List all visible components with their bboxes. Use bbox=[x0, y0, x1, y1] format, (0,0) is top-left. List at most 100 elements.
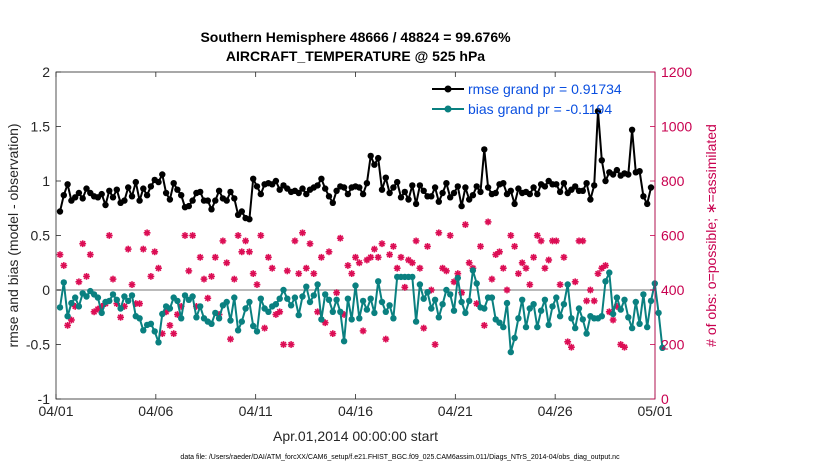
obs-point bbox=[515, 270, 522, 278]
bias-point bbox=[340, 338, 348, 345]
bias-point bbox=[106, 297, 113, 305]
obs-point bbox=[473, 300, 481, 308]
y-tick-label-right: 1200 bbox=[661, 64, 692, 80]
rmse-point bbox=[511, 200, 518, 208]
rmse-point bbox=[147, 183, 155, 190]
y-tick-label-right: 0 bbox=[661, 391, 669, 407]
rmse-point bbox=[409, 182, 416, 189]
bias-point bbox=[454, 274, 461, 282]
bias-point bbox=[412, 318, 420, 325]
bias-point bbox=[265, 308, 272, 315]
bias-point bbox=[606, 269, 613, 276]
rmse-point bbox=[640, 193, 647, 200]
bias-point bbox=[655, 309, 662, 317]
bias-point bbox=[98, 309, 105, 317]
bias-point bbox=[208, 320, 215, 327]
bias-point bbox=[598, 313, 605, 320]
y-axis-label-left: rmse and bias (model - observation) bbox=[5, 123, 21, 347]
rmse-point bbox=[136, 197, 143, 204]
bias-point bbox=[613, 294, 621, 301]
rmse-point bbox=[174, 186, 181, 193]
obs-point bbox=[139, 245, 147, 253]
bias-point bbox=[231, 294, 238, 301]
obs-point bbox=[537, 237, 545, 245]
bias-point bbox=[537, 307, 545, 314]
obs-point bbox=[579, 237, 587, 245]
obs-point bbox=[477, 242, 484, 250]
bias-point bbox=[291, 294, 299, 301]
obs-point bbox=[378, 240, 386, 248]
obs-point bbox=[245, 248, 253, 256]
bias-point bbox=[428, 305, 435, 312]
bias-point bbox=[545, 321, 552, 329]
rmse-point bbox=[481, 146, 488, 153]
bias-point bbox=[227, 317, 234, 324]
bias-point bbox=[303, 283, 310, 290]
obs-point bbox=[185, 267, 193, 275]
bias-point bbox=[359, 297, 367, 305]
obs-point bbox=[257, 232, 265, 239]
rmse-point bbox=[128, 193, 136, 200]
bias-point bbox=[113, 296, 121, 303]
obs-point bbox=[208, 272, 215, 280]
obs-point bbox=[568, 343, 575, 351]
obs-point bbox=[299, 229, 306, 237]
bias-point bbox=[242, 305, 249, 312]
obs-point bbox=[480, 321, 488, 329]
bias-point bbox=[424, 289, 431, 296]
bias-point bbox=[348, 316, 355, 323]
obs-point bbox=[571, 278, 579, 286]
rmse-point bbox=[443, 180, 450, 187]
rmse-point bbox=[109, 194, 117, 201]
bias-point bbox=[212, 309, 219, 317]
rmse-point bbox=[602, 177, 609, 185]
rmse-point bbox=[394, 178, 401, 186]
obs-point bbox=[143, 229, 151, 237]
rmse-point bbox=[60, 192, 67, 199]
bias-point bbox=[450, 307, 458, 314]
rmse-point bbox=[340, 184, 348, 191]
obs-point bbox=[86, 251, 94, 259]
bias-line bbox=[59, 269, 664, 354]
rmse-point bbox=[371, 161, 378, 168]
obs-point bbox=[389, 242, 397, 250]
bias-point bbox=[117, 305, 124, 312]
bias-point bbox=[466, 297, 473, 305]
obs-point bbox=[117, 313, 124, 321]
bias-point bbox=[72, 294, 79, 301]
x-tick-label: 04/21 bbox=[438, 403, 473, 419]
bias-point bbox=[458, 298, 465, 306]
bias-point bbox=[272, 301, 280, 308]
obs-point bbox=[261, 324, 269, 332]
rmse-point bbox=[428, 193, 435, 200]
rmse-point bbox=[594, 108, 602, 115]
x-tick-label: 04/06 bbox=[138, 403, 173, 419]
obs-point bbox=[393, 264, 401, 272]
bias-point bbox=[609, 310, 617, 318]
rmse-point bbox=[378, 186, 386, 193]
bias-point bbox=[621, 296, 628, 303]
rmse-point bbox=[79, 195, 86, 202]
rmse-point bbox=[530, 184, 537, 191]
rmse-point bbox=[113, 186, 121, 193]
rmse-point bbox=[204, 197, 211, 204]
obs-point bbox=[249, 270, 257, 278]
obs-point bbox=[526, 281, 534, 289]
rmse-point bbox=[299, 185, 306, 192]
rmse-point bbox=[170, 180, 177, 187]
title-line-1: Southern Hemisphere 48666 / 48824 = 99.6… bbox=[200, 29, 511, 45]
rmse-point bbox=[356, 184, 363, 191]
bias-point bbox=[109, 291, 117, 298]
obs-point bbox=[602, 262, 609, 269]
obs-point bbox=[268, 264, 276, 272]
obs-point bbox=[374, 253, 382, 261]
bias-point bbox=[371, 309, 378, 317]
bias-point bbox=[447, 291, 454, 298]
bias-point bbox=[363, 306, 371, 313]
obs-point bbox=[79, 240, 87, 248]
bias-point bbox=[659, 344, 666, 351]
bias-point bbox=[515, 315, 522, 322]
bias-point bbox=[333, 296, 340, 303]
bias-point bbox=[560, 301, 568, 308]
bias-point bbox=[257, 295, 264, 302]
